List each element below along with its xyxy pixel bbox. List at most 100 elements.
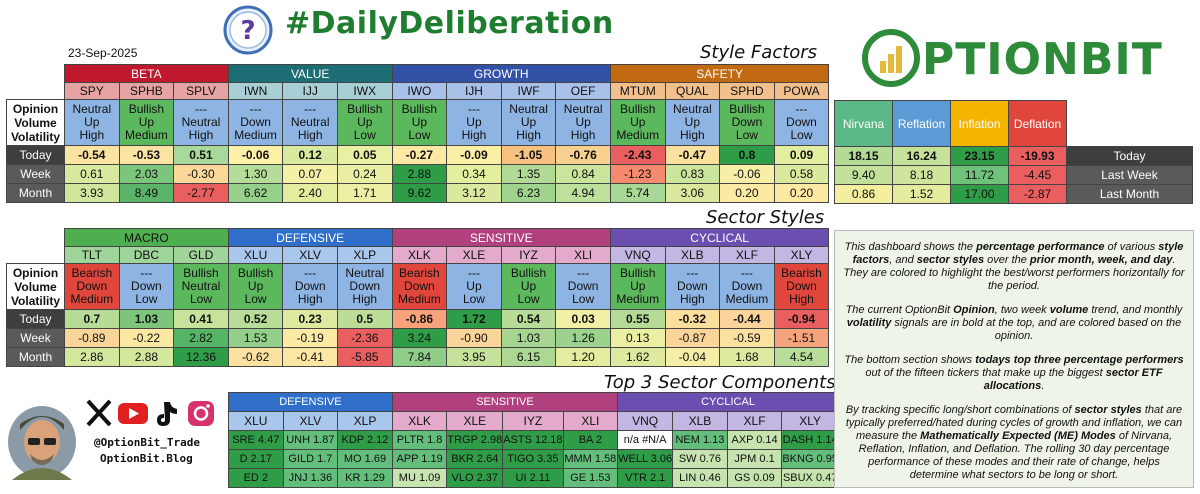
ticker-label: XLV bbox=[282, 411, 339, 431]
signal-line: Down bbox=[676, 279, 708, 293]
opinion-header-line: Volume bbox=[14, 279, 57, 294]
signal-line: Bullish bbox=[620, 266, 656, 280]
ticker-label: POWA bbox=[773, 82, 830, 100]
signal-line: High bbox=[789, 292, 814, 306]
row-label: Week bbox=[6, 328, 65, 348]
ticker-label: IJJ bbox=[282, 82, 338, 100]
value-cell: 2.03 bbox=[118, 164, 175, 184]
ticker-label: XLE bbox=[446, 411, 504, 431]
row-label: Today bbox=[6, 145, 65, 165]
x-icon[interactable] bbox=[86, 399, 112, 427]
signal-line: Bearish bbox=[781, 266, 822, 280]
value-cell: 1.20 bbox=[555, 347, 611, 367]
description-text: sector styles bbox=[1074, 404, 1142, 416]
signal-line: --- bbox=[686, 266, 699, 280]
value-cell: 0.09 bbox=[773, 145, 830, 165]
youtube-icon[interactable] bbox=[118, 403, 148, 424]
value-cell: 0.23 bbox=[282, 309, 338, 329]
signal-line: --- bbox=[194, 102, 207, 116]
signal-line: Up bbox=[357, 115, 373, 129]
ticker-label: IWF bbox=[500, 82, 557, 100]
signal-line: Down bbox=[294, 279, 326, 293]
value-cell: 0.58 bbox=[773, 164, 830, 184]
value-cell: 1.68 bbox=[719, 347, 775, 367]
value-cell: 0.24 bbox=[336, 164, 393, 184]
description-text: sector ETF allocations bbox=[983, 367, 1163, 392]
sector_styles-signal-row: Opinion Volume Volatility Bearish Down Medium… bbox=[6, 263, 830, 310]
value-cell: 1.53 bbox=[227, 328, 284, 348]
group-header: DEFENSIVE bbox=[227, 228, 393, 247]
mode-value-cell: 1.52 bbox=[892, 184, 951, 204]
blog-link[interactable]: OptionBit.Blog bbox=[100, 452, 193, 465]
value-cell: 0.51 bbox=[173, 145, 229, 165]
ticker-label: SPY bbox=[64, 82, 120, 100]
ticker-label: IJH bbox=[446, 82, 502, 100]
signal-line: --- bbox=[467, 102, 480, 116]
signal-line: Bullish bbox=[620, 102, 656, 116]
description-paragraph: The current OptionBit Opinion, two week … bbox=[843, 304, 1185, 343]
signal-line: Medium bbox=[125, 128, 168, 142]
signal-line: Neutral bbox=[181, 115, 221, 129]
component-cell: SW 0.76 bbox=[672, 449, 728, 469]
component-cell: SBUX 0.47 bbox=[781, 468, 839, 488]
ticker-label: XLB bbox=[664, 246, 721, 264]
component-cell: MMM 1.58 bbox=[562, 449, 619, 469]
signal-cell: --- Down Low bbox=[118, 263, 175, 310]
signal-cell: Bullish Up Medium bbox=[609, 263, 666, 310]
value-cell: 0.03 bbox=[555, 309, 611, 329]
value-cell: -0.54 bbox=[64, 145, 120, 165]
component-cell: DASH 1.14 bbox=[781, 430, 839, 450]
style_factors-week-row: Week 0.61 2.03 -0.30 1.30 0.07 0.24 2.88 0.34 1.3… bbox=[6, 164, 830, 184]
ticker-label: QUAL bbox=[664, 82, 721, 100]
value-cell: 0.07 bbox=[282, 164, 338, 184]
description-text: The bottom section shows bbox=[844, 354, 976, 366]
component-cell: TIGO 3.35 bbox=[502, 449, 564, 469]
question-logo-icon: ? bbox=[223, 5, 273, 55]
description-text: of various bbox=[1104, 241, 1159, 253]
signal-cell: --- Down Medium bbox=[719, 263, 775, 310]
modes-today-row: 18.15 16.24 23.15 -19.93 Today bbox=[834, 146, 1193, 166]
style_factors-month-row: Month 3.93 8.49 -2.77 6.62 2.40 1.71 9.62 3.12 6.… bbox=[6, 183, 830, 203]
signal-line: Low bbox=[735, 128, 758, 142]
opinion-header-line: Volume bbox=[14, 115, 57, 130]
signal-line: High bbox=[297, 292, 323, 306]
value-cell: -0.90 bbox=[446, 328, 502, 348]
value-cell: -0.89 bbox=[64, 328, 120, 348]
opinion-header-line: Volatility bbox=[10, 293, 61, 308]
value-cell: 0.41 bbox=[173, 309, 229, 329]
signal-line: Bullish bbox=[729, 102, 765, 116]
value-cell: 3.12 bbox=[446, 183, 502, 203]
signal-line: Down bbox=[349, 279, 381, 293]
signal-line: Down bbox=[567, 279, 599, 293]
group-header: SAFETY bbox=[609, 64, 830, 83]
optionbit-logo: PTIONBIT bbox=[862, 29, 1162, 87]
signal-cell: Bullish Up Low bbox=[391, 99, 448, 146]
value-cell: -0.09 bbox=[446, 145, 502, 165]
signal-line: Neutral bbox=[72, 102, 112, 116]
component-cell: GILD 1.7 bbox=[282, 449, 339, 469]
group-header: BETA bbox=[64, 64, 229, 83]
signal-line: Low bbox=[790, 128, 813, 142]
value-cell: -0.06 bbox=[227, 145, 284, 165]
social-handle[interactable]: @OptionBit_Trade bbox=[94, 436, 200, 449]
ticker-label: XLK bbox=[391, 411, 448, 431]
style_factors-signal-row: Opinion Volume Volatility Neutral Up High Bull… bbox=[6, 99, 830, 146]
signal-line: Up bbox=[411, 115, 428, 129]
ticker-label: VNQ bbox=[609, 246, 666, 264]
value-cell: -0.87 bbox=[664, 328, 721, 348]
value-cell: 0.7 bbox=[64, 309, 120, 329]
signal-line: --- bbox=[249, 102, 262, 116]
mode-row-label: Today bbox=[1066, 146, 1193, 166]
mode-value-cell: 0.86 bbox=[834, 184, 893, 204]
signal-line: High bbox=[188, 128, 214, 142]
signal-line: High bbox=[352, 292, 378, 306]
signal-line: Neutral bbox=[345, 266, 385, 280]
signal-line: Medium bbox=[616, 292, 660, 306]
description-text: todays top three percentage performers bbox=[975, 354, 1184, 366]
value-cell: -2.77 bbox=[173, 183, 229, 203]
component-cell: APP 1.19 bbox=[391, 449, 448, 469]
tiktok-icon[interactable] bbox=[157, 402, 177, 426]
component-cell: GE 1.53 bbox=[562, 468, 619, 488]
instagram-icon[interactable] bbox=[188, 401, 214, 426]
ticker-label: SPHB bbox=[118, 82, 175, 100]
